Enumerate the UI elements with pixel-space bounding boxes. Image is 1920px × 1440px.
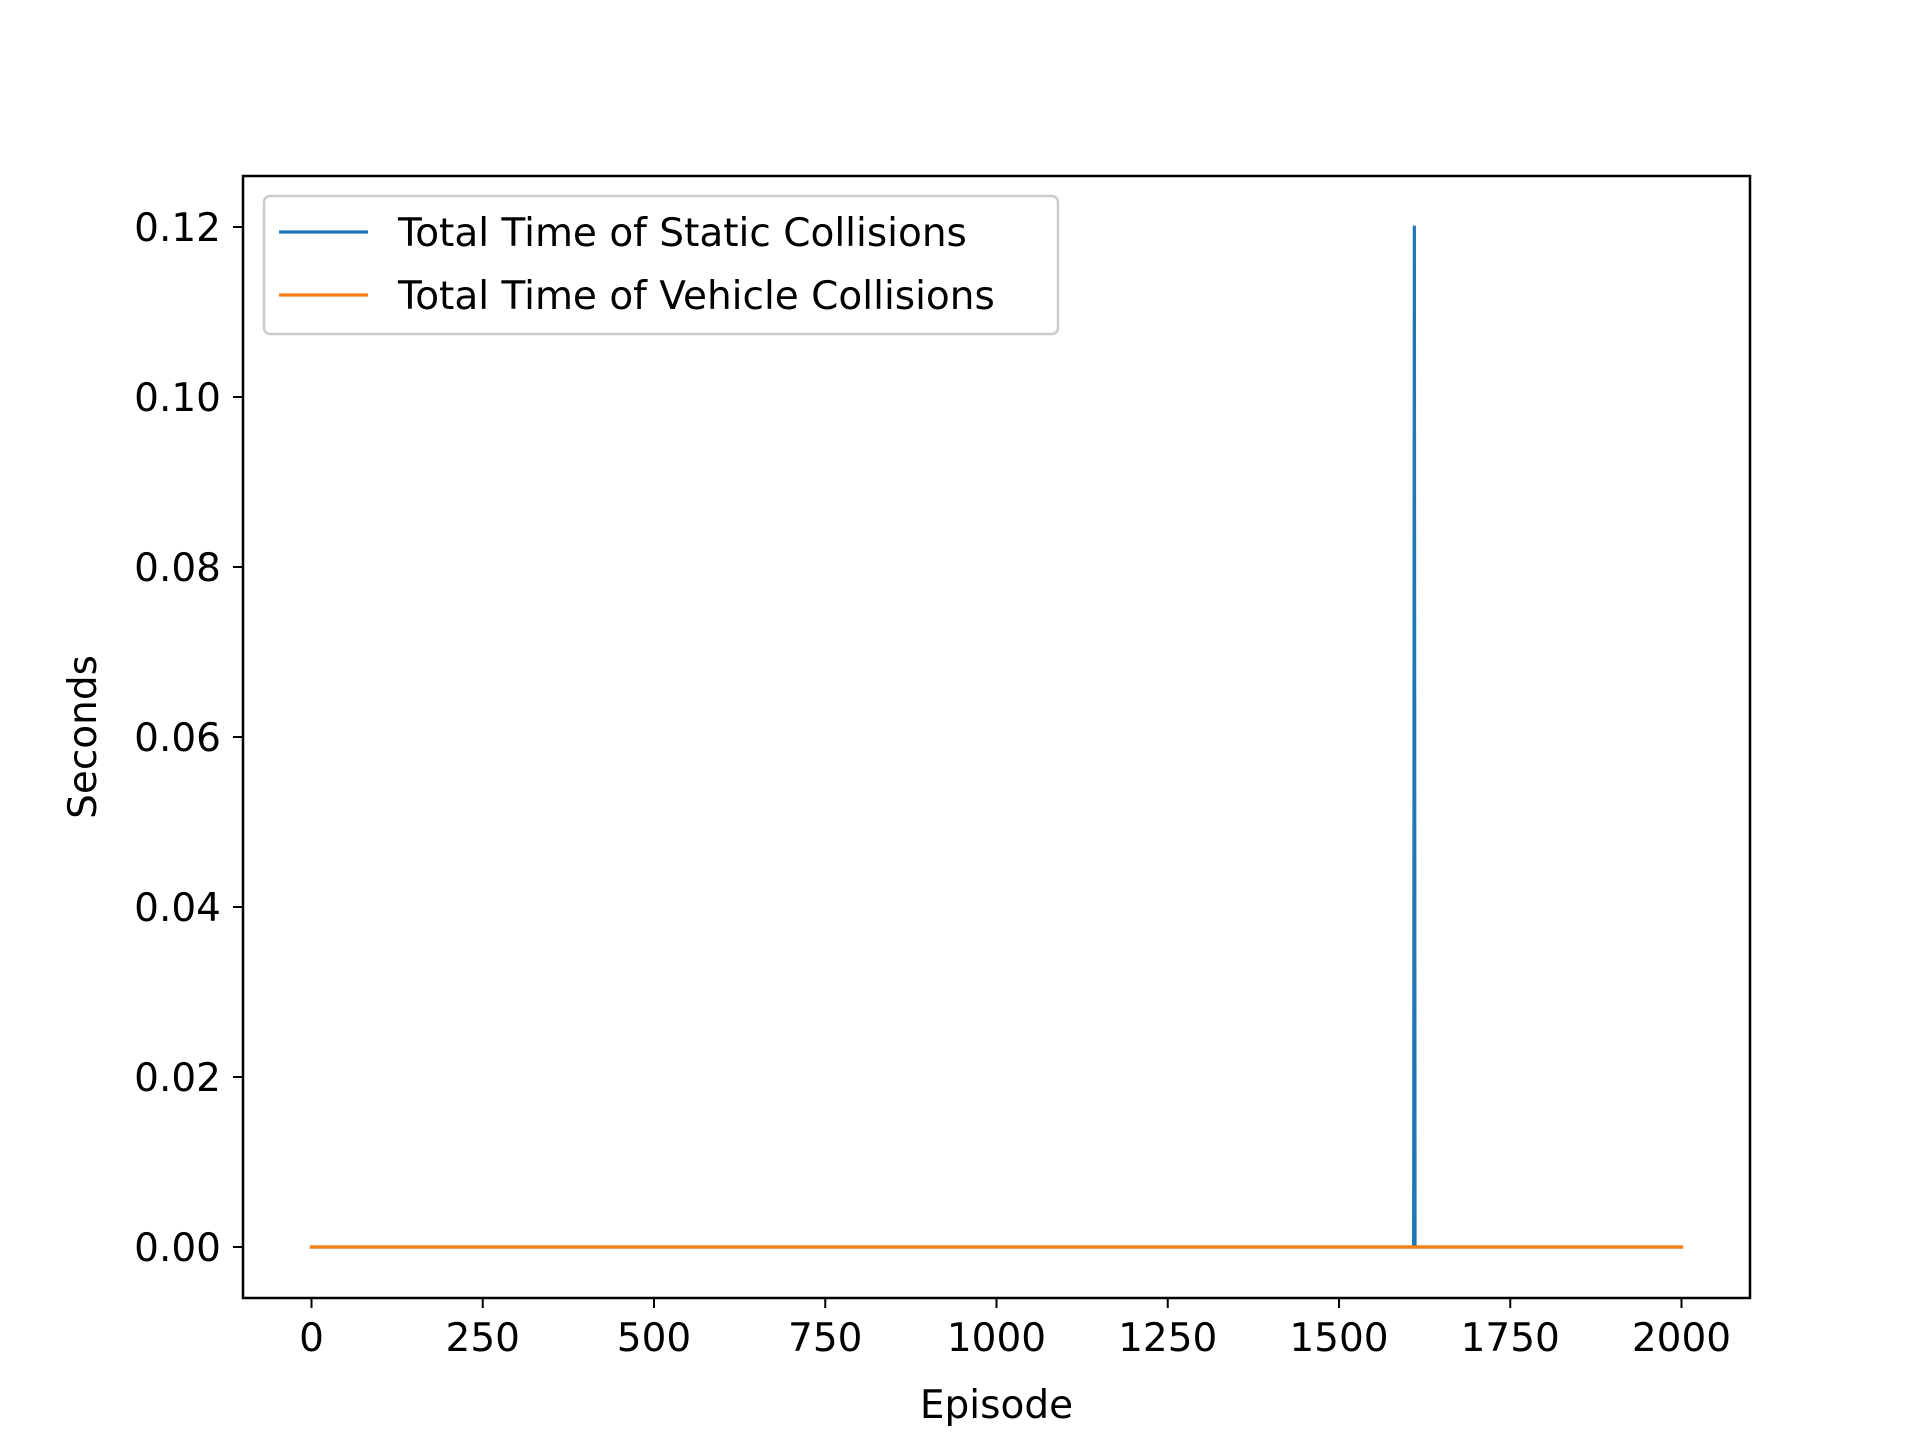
y-tick-label: 0.12 xyxy=(134,206,221,251)
legend-label-1: Total Time of Static Collisions xyxy=(397,211,967,256)
x-axis-title: Episode xyxy=(920,1383,1073,1428)
x-tick-label: 1000 xyxy=(947,1316,1046,1361)
legend-label-2: Total Time of Vehicle Collisions xyxy=(397,274,995,319)
y-tick-label: 0.00 xyxy=(134,1226,221,1271)
x-tick-label: 1250 xyxy=(1118,1316,1217,1361)
y-tick-label: 0.06 xyxy=(134,716,221,761)
x-axis: 0 250 500 750 1000 1250 1500 1750 2000 xyxy=(299,1298,1731,1361)
legend: Total Time of Static Collisions Total Tim… xyxy=(262,194,1060,336)
x-tick-label: 500 xyxy=(617,1316,691,1361)
x-tick-label: 0 xyxy=(299,1316,324,1361)
x-tick-label: 1750 xyxy=(1461,1316,1560,1361)
y-axis-title: Seconds xyxy=(61,655,106,819)
y-tick-label: 0.02 xyxy=(134,1056,221,1101)
legend-box xyxy=(262,194,1060,336)
x-tick-label: 750 xyxy=(788,1316,862,1361)
x-tick-label: 1500 xyxy=(1289,1316,1388,1361)
series-layer xyxy=(309,225,1684,1249)
y-tick-label: 0.08 xyxy=(134,546,221,591)
x-tick-label: 250 xyxy=(446,1316,520,1361)
x-tick-label: 2000 xyxy=(1632,1316,1731,1361)
y-tick-label: 0.10 xyxy=(134,376,221,421)
y-axis: 0.00 0.02 0.04 0.06 0.08 0.10 0.12 xyxy=(134,206,243,1271)
y-tick-label: 0.04 xyxy=(134,886,221,931)
